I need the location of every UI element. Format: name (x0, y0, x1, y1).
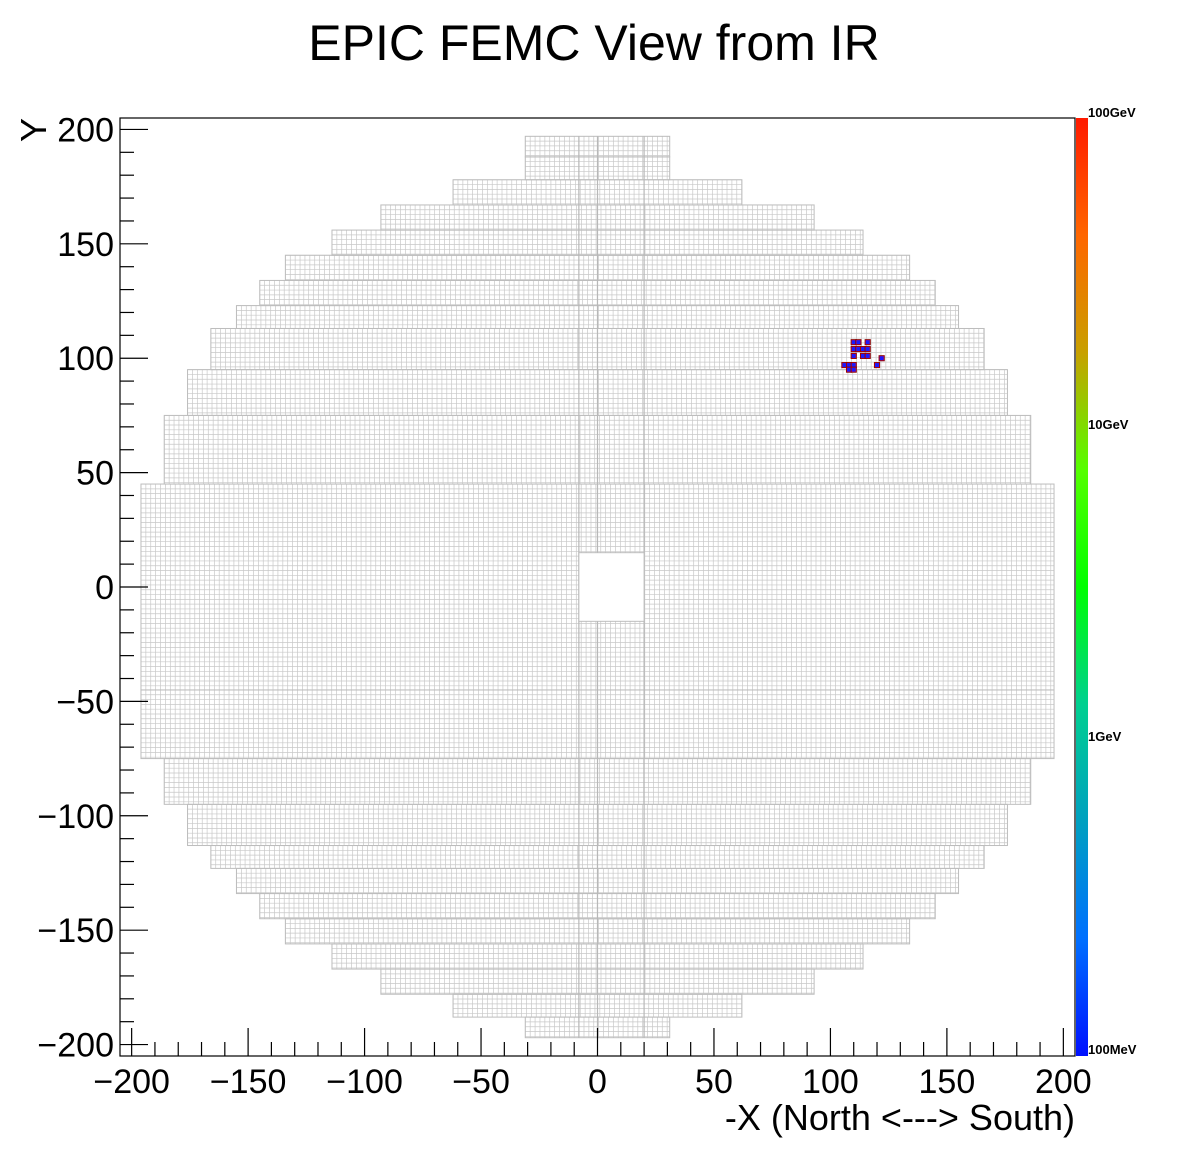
chart-title: EPIC FEMC View from IR (308, 15, 879, 71)
hit-9 (864, 352, 871, 359)
hit-marker (856, 340, 861, 345)
hit-marker (851, 353, 856, 358)
y-axis-label: Y (13, 118, 54, 142)
hit-cluster (841, 339, 885, 373)
hit-6 (864, 346, 871, 353)
x-tick-label: 200 (1035, 1063, 1092, 1101)
hit-marker (861, 347, 866, 352)
hit-marker (865, 347, 870, 352)
y-tick-label: 100 (57, 340, 114, 378)
hit-marker (851, 367, 856, 372)
x-tick-label: 0 (588, 1063, 607, 1101)
y-tick-label: 150 (57, 226, 114, 264)
x-axis-label: -X (North <---> South) (725, 1097, 1075, 1138)
y-tick-label: −50 (56, 683, 114, 721)
hit-2 (864, 339, 871, 346)
colorbar-label-1gev: 1GeV (1088, 729, 1122, 744)
x-tick-label: 50 (695, 1063, 733, 1101)
colorbar-label-100gev: 100GeV (1088, 105, 1136, 120)
y-tick-label: −200 (37, 1027, 114, 1065)
hit-marker (851, 363, 856, 368)
hit-marker (879, 356, 884, 361)
x-tick-label: −200 (93, 1063, 170, 1101)
axis-ticks (120, 128, 1064, 1056)
hit-marker (875, 363, 880, 368)
x-tick-label: 150 (919, 1063, 976, 1101)
hit-marker (865, 353, 870, 358)
y-tick-label: −100 (37, 798, 114, 836)
colorbar-label-100mev: 100MeV (1088, 1042, 1137, 1057)
hit-marker (842, 363, 847, 368)
hit-marker (851, 340, 856, 345)
hit-marker (847, 363, 852, 368)
hit-marker (847, 367, 852, 372)
x-tick-labels: −200 −150 −100 −50 0 50 100 150 200 (93, 1063, 1091, 1101)
hit-14 (873, 362, 881, 369)
hit-1 (855, 339, 862, 346)
y-tick-label: 50 (76, 455, 114, 493)
hit-16 (850, 366, 857, 373)
hit-7 (850, 352, 857, 359)
beam-pipe-hole (578, 552, 645, 622)
x-tick-label: −100 (326, 1063, 403, 1101)
y-tick-labels: −200 −150 −100 −50 0 50 100 150 200 (37, 111, 114, 1064)
hit-marker (861, 353, 866, 358)
y-tick-label: 200 (57, 111, 114, 149)
colorbar (1076, 118, 1088, 1056)
hit-marker (865, 340, 870, 345)
colorbar-label-10gev: 10GeV (1088, 417, 1129, 432)
hit-marker (851, 347, 856, 352)
detector-cell-grid (140, 135, 1055, 1039)
hit-marker (856, 347, 861, 352)
y-tick-label: −150 (37, 912, 114, 950)
x-tick-label: −50 (452, 1063, 510, 1101)
x-tick-label: 100 (802, 1063, 859, 1101)
y-tick-label: 0 (95, 569, 114, 607)
hit-10 (878, 355, 885, 362)
x-tick-label: −150 (210, 1063, 287, 1101)
